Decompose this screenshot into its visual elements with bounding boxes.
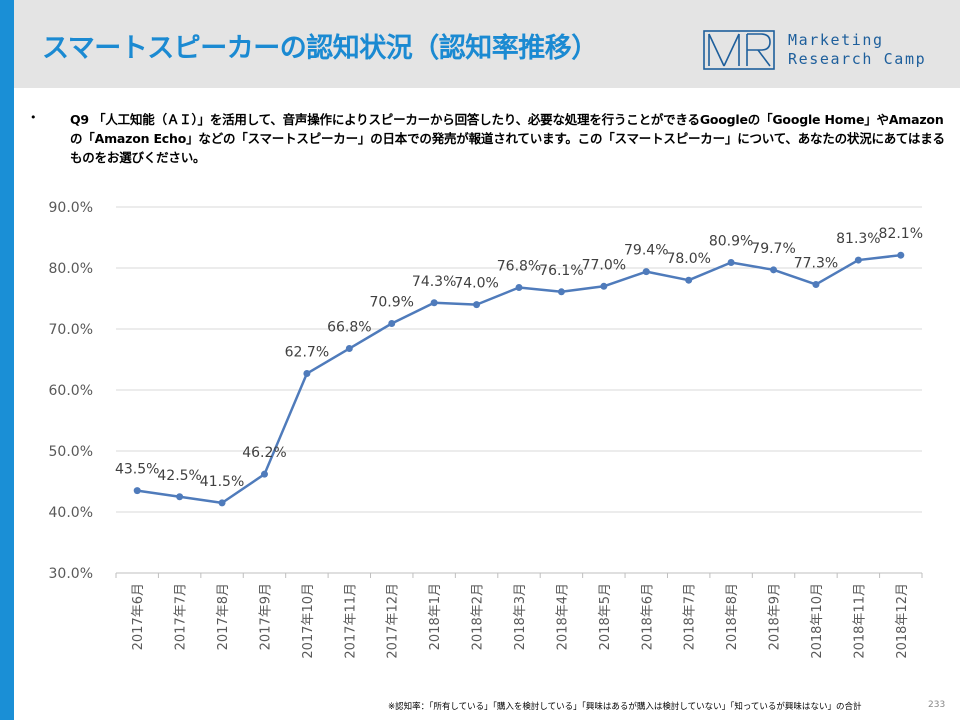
- data-points: [133, 251, 905, 507]
- data-label: 74.0%: [454, 276, 498, 292]
- axis: [115, 572, 923, 578]
- bullet-icon: •: [30, 111, 37, 124]
- data-point: [642, 268, 650, 276]
- y-tick-label: 50.0%: [49, 444, 93, 460]
- data-label: 76.1%: [539, 263, 583, 279]
- accent-bar: [0, 0, 14, 720]
- x-tick-label: 2018年3月: [513, 583, 528, 650]
- y-tick-label: 70.0%: [49, 322, 93, 338]
- data-point: [303, 370, 311, 378]
- data-label: 77.0%: [582, 257, 626, 273]
- x-tick-label: 2017年9月: [258, 583, 273, 650]
- x-tick-labels: 2017年6月 2017年7月 2017年8月 2017年9月 2017年10月 2017…: [131, 583, 910, 659]
- data-point: [685, 276, 693, 284]
- data-point: [897, 251, 905, 259]
- data-point: [854, 256, 862, 264]
- x-tick-label: 2018年4月: [555, 583, 570, 650]
- x-tick-label: 2017年7月: [174, 583, 189, 650]
- data-point: [812, 280, 820, 288]
- data-label: 46.2%: [242, 445, 286, 461]
- x-tick-label: 2018年11月: [852, 583, 867, 659]
- data-label: 76.8%: [497, 259, 541, 275]
- y-tick-label: 60.0%: [49, 383, 93, 399]
- data-point: [770, 266, 778, 274]
- logo-text-research-camp: Research Camp: [788, 50, 927, 68]
- data-point: [515, 284, 523, 292]
- page-title: スマートスピーカーの認知状況（認知率推移）: [42, 33, 598, 64]
- page-number: 233: [928, 700, 946, 710]
- data-point: [218, 499, 226, 507]
- data-label: 42.5%: [157, 468, 201, 484]
- y-tick-label: 40.0%: [49, 505, 93, 521]
- data-label: 82.1%: [879, 226, 923, 242]
- question-text: Q9 「人工知能（ＡＩ）」を活用して、音声操作によりスピーカーから回答したり、必…: [70, 112, 945, 165]
- x-tick-label: 2018年5月: [598, 583, 613, 650]
- x-tick-label: 2018年12月: [895, 583, 910, 659]
- data-label: 78.0%: [666, 251, 710, 267]
- y-tick-label: 90.0%: [49, 200, 93, 216]
- data-label: 43.5%: [115, 462, 159, 478]
- data-point: [727, 259, 735, 267]
- grid-lines: [116, 206, 922, 513]
- title-bar: [14, 0, 960, 88]
- footnote: ※認知率：「所有している」「購入を検討している」「興味はあるが購入は検討していな…: [388, 702, 862, 712]
- data-point: [260, 470, 268, 478]
- x-tick-label: 2017年8月: [216, 583, 231, 650]
- y-tick-labels: 30.0% 40.0% 50.0% 60.0% 70.0% 80.0% 90.0%: [49, 200, 93, 582]
- data-label: 70.9%: [369, 295, 413, 311]
- data-label: 77.3%: [794, 255, 838, 271]
- data-label: 62.7%: [285, 345, 329, 361]
- x-tick-label: 2017年11月: [343, 583, 358, 659]
- logo-text-marketing: Marketing: [788, 31, 884, 49]
- logo-mark-icon: [703, 30, 775, 70]
- data-point: [557, 288, 565, 296]
- x-tick-label: 2017年10月: [301, 583, 316, 659]
- x-tick-label: 2018年1月: [428, 583, 443, 650]
- y-tick-label: 30.0%: [49, 566, 93, 582]
- data-label: 79.7%: [751, 241, 795, 257]
- data-labels: 43.5%42.5%41.5% 46.2% 62.7% 66.8% 70.9% 74.3%…: [115, 226, 923, 490]
- data-label: 74.3%: [412, 274, 456, 290]
- data-point: [133, 487, 141, 495]
- data-label: 81.3%: [836, 231, 880, 247]
- y-tick-label: 80.0%: [49, 261, 93, 277]
- x-tick-label: 2018年8月: [725, 583, 740, 650]
- data-label: 66.8%: [327, 320, 371, 336]
- series-line-path: [137, 253, 901, 505]
- data-label: 79.4%: [624, 243, 668, 259]
- x-tick-label: 2018年6月: [640, 583, 655, 650]
- data-label: 41.5%: [200, 474, 244, 490]
- x-tick-label: 2018年10月: [810, 583, 825, 659]
- x-tick-label: 2018年2月: [471, 583, 486, 650]
- data-point: [430, 299, 438, 307]
- data-point: [388, 320, 396, 328]
- data-point: [345, 345, 353, 353]
- x-tick-label: 2018年7月: [683, 583, 698, 650]
- data-point: [176, 493, 184, 501]
- x-tick-label: 2017年6月: [131, 583, 146, 650]
- x-tick-label: 2017年12月: [386, 583, 401, 659]
- series-line: [137, 253, 901, 505]
- data-point: [600, 282, 608, 290]
- x-tick-label: 2018年9月: [768, 583, 783, 650]
- data-label: 80.9%: [709, 234, 753, 250]
- data-point: [473, 301, 481, 309]
